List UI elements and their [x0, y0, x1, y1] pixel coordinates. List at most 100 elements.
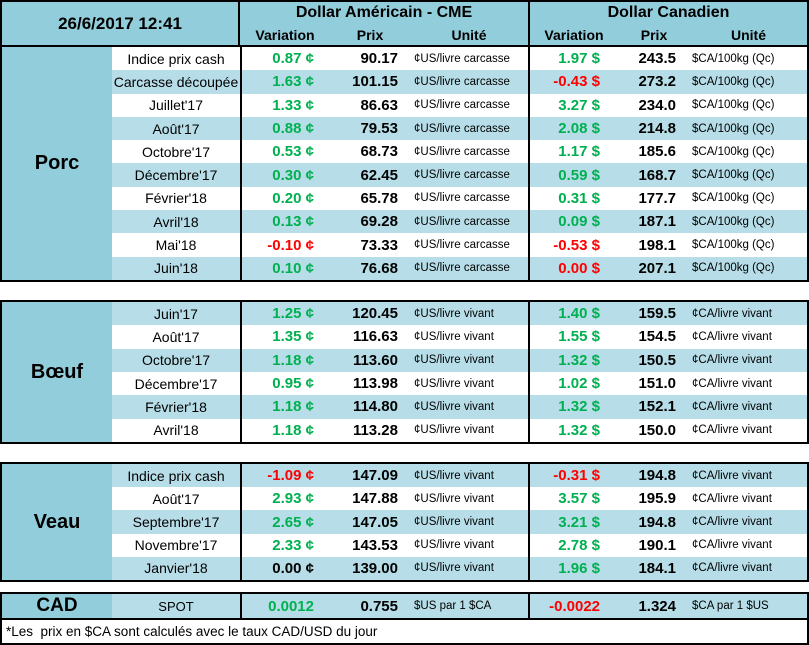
us-price-cell: 114.80 — [352, 398, 398, 416]
ca-variation-cell: 1.55 $ — [528, 325, 616, 349]
us-price-cell: 113.98 — [352, 375, 398, 393]
ca-unit-cell: $CA/100kg (Qc) — [692, 99, 775, 112]
ca-price-cell: 214.8 — [638, 120, 676, 138]
ca-variation-cell: -0.0022 — [528, 594, 616, 618]
ca-prix-header: Prix — [640, 26, 668, 43]
table-row: Indice prix cash -1.09 ¢ 147.09 ¢US/livre v… — [112, 464, 807, 488]
us-variation-cell: 1.33 ¢ — [240, 93, 330, 117]
table-row: Février'18 0.20 ¢ 65.78 ¢US/livre carcasse 0… — [112, 186, 807, 211]
section-2: Veau Indice prix cash -1.09 ¢ 147.09 ¢US/liv… — [0, 462, 809, 582]
table-row: Indice prix cash 0.87 ¢ 90.17 ¢US/livre car… — [112, 47, 807, 71]
section-gap — [0, 582, 809, 592]
ca-unit-cell: $CA/100kg (Qc) — [692, 192, 775, 205]
us-unit-cell: ¢US/livre carcasse — [414, 192, 510, 205]
table-row: Juillet'17 1.33 ¢ 86.63 ¢US/livre carcasse 3… — [112, 93, 807, 117]
section-label: Bœuf — [2, 302, 112, 442]
us-unit-cell: ¢US/livre vivant — [414, 469, 494, 482]
us-unit-cell: ¢US/livre vivant — [414, 539, 494, 552]
table-row: Mai'18 -0.10 ¢ 73.33 ¢US/livre carcasse -0.5… — [112, 233, 807, 257]
row-label: Janvier'18 — [144, 560, 208, 577]
us-subheader: Variation Prix Unité — [240, 25, 528, 45]
row-label: Avril'18 — [153, 422, 199, 439]
us-variation-cell: 0.0012 — [240, 594, 330, 618]
ca-variation-cell: 1.02 $ — [528, 371, 616, 396]
us-price-cell: 113.60 — [352, 351, 398, 369]
ca-price-cell: 150.0 — [638, 421, 676, 439]
table-header: 26/6/2017 12:41 Dollar Américain - CME V… — [0, 0, 809, 47]
us-variation-cell: -1.09 ¢ — [240, 464, 330, 488]
ca-price-cell: 184.1 — [638, 559, 676, 577]
us-dollar-title: Dollar Américain - CME — [295, 4, 473, 22]
row-label: Carcasse découpée — [113, 73, 239, 90]
row-label: Septembre'17 — [132, 514, 220, 530]
us-variation-cell: 0.88 ¢ — [240, 116, 330, 141]
us-price-cell: 62.45 — [360, 166, 398, 184]
us-price-cell: 0.755 — [360, 597, 398, 615]
ca-price-cell: 150.5 — [638, 351, 676, 369]
us-variation-cell: 1.35 ¢ — [240, 325, 330, 349]
us-unit-cell: ¢US/livre vivant — [414, 516, 494, 528]
ca-unit-cell: $CA/100kg (Qc) — [692, 239, 775, 252]
us-variation-cell: 0.53 ¢ — [240, 140, 330, 164]
us-price-cell: 113.28 — [352, 421, 398, 439]
ca-unit-cell: ¢CA/livre vivant — [692, 539, 772, 552]
ca-dollar-header-group: Dollar Canadien Variation Prix Unité — [528, 2, 807, 45]
us-price-cell: 120.45 — [352, 305, 398, 323]
ca-unit-cell: $CA/100kg (Qc) — [692, 75, 775, 88]
ca-price-cell: 168.7 — [638, 166, 676, 184]
ca-unit-cell: $CA/100kg (Qc) — [692, 262, 775, 275]
row-label: Février'18 — [145, 190, 207, 207]
us-unit-cell: ¢US/livre vivant — [414, 492, 494, 505]
us-price-cell: 76.68 — [360, 259, 398, 277]
us-unit-cell: ¢US/livre carcasse — [414, 239, 510, 252]
row-label: Août'17 — [152, 120, 200, 137]
table-row: Août'17 2.93 ¢ 147.88 ¢US/livre vivant 3.57 … — [112, 487, 807, 511]
us-variation-cell: 0.87 ¢ — [240, 47, 330, 71]
ca-variation-cell: 1.32 $ — [528, 418, 616, 442]
row-label: Février'18 — [145, 398, 207, 415]
row-label: SPOT — [158, 598, 194, 614]
row-label: Juillet'17 — [148, 97, 204, 114]
table-row: Octobre'17 0.53 ¢ 68.73 ¢US/livre carcasse 1… — [112, 140, 807, 164]
ca-unit-cell: ¢CA/livre vivant — [692, 307, 772, 320]
ca-variation-cell: 0.00 $ — [528, 256, 616, 280]
us-price-cell: 147.05 — [352, 513, 398, 531]
ca-price-cell: 198.1 — [638, 236, 676, 254]
table-row: Carcasse découpée 1.63 ¢ 101.15 ¢US/livre c… — [112, 70, 807, 94]
ca-price-cell: 190.1 — [638, 536, 676, 554]
section-1: Bœuf Juin'17 1.25 ¢ 120.45 ¢US/livre vivant 1… — [0, 300, 809, 444]
us-unit-cell: ¢US/livre carcasse — [414, 52, 510, 65]
us-unit-cell: ¢US/livre vivant — [414, 330, 494, 343]
section-rows: Indice prix cash -1.09 ¢ 147.09 ¢US/livre v… — [112, 464, 807, 581]
row-label: Août'17 — [152, 490, 200, 507]
table-row: Décembre'17 0.30 ¢ 62.45 ¢US/livre carcasse… — [112, 163, 807, 187]
us-price-cell: 101.15 — [352, 73, 398, 91]
ca-price-cell: 234.0 — [638, 96, 676, 114]
ca-price-cell: 152.1 — [638, 398, 676, 416]
us-variation-cell: 2.65 ¢ — [240, 510, 330, 534]
ca-variation-header: Variation — [544, 26, 604, 43]
section-label-cad: CAD — [2, 594, 112, 618]
ca-price-cell: 1.324 — [638, 597, 676, 615]
ca-price-cell: 243.5 — [638, 50, 676, 68]
section-rows: Indice prix cash 0.87 ¢ 90.17 ¢US/livre car… — [112, 47, 807, 280]
us-unit-cell: ¢US/livre carcasse — [414, 75, 510, 88]
ca-variation-cell: 3.21 $ — [528, 510, 616, 534]
us-unit-cell: ¢US/livre carcasse — [414, 99, 510, 112]
us-price-cell: 86.63 — [360, 96, 398, 114]
us-price-cell: 147.88 — [352, 490, 398, 508]
ca-unite-header: Unité — [731, 26, 766, 43]
table-row: Décembre'17 0.95 ¢ 113.98 ¢US/livre vivant 1… — [112, 371, 807, 396]
us-price-cell: 68.73 — [360, 143, 398, 161]
row-label: Indice prix cash — [127, 50, 225, 67]
ca-variation-cell: -0.31 $ — [528, 464, 616, 488]
ca-price-cell: 159.5 — [638, 305, 676, 323]
ca-price-cell: 185.6 — [638, 143, 676, 161]
section-label: Porc — [2, 47, 112, 280]
ca-unit-cell: $CA/100kg (Qc) — [692, 52, 775, 65]
ca-variation-cell: 2.78 $ — [528, 533, 616, 557]
ca-price-cell: 177.7 — [638, 189, 676, 207]
row-label: Juin'17 — [154, 305, 198, 322]
us-variation-cell: 0.13 ¢ — [240, 210, 330, 234]
ca-unit-cell: $CA par 1 $US — [692, 600, 769, 612]
